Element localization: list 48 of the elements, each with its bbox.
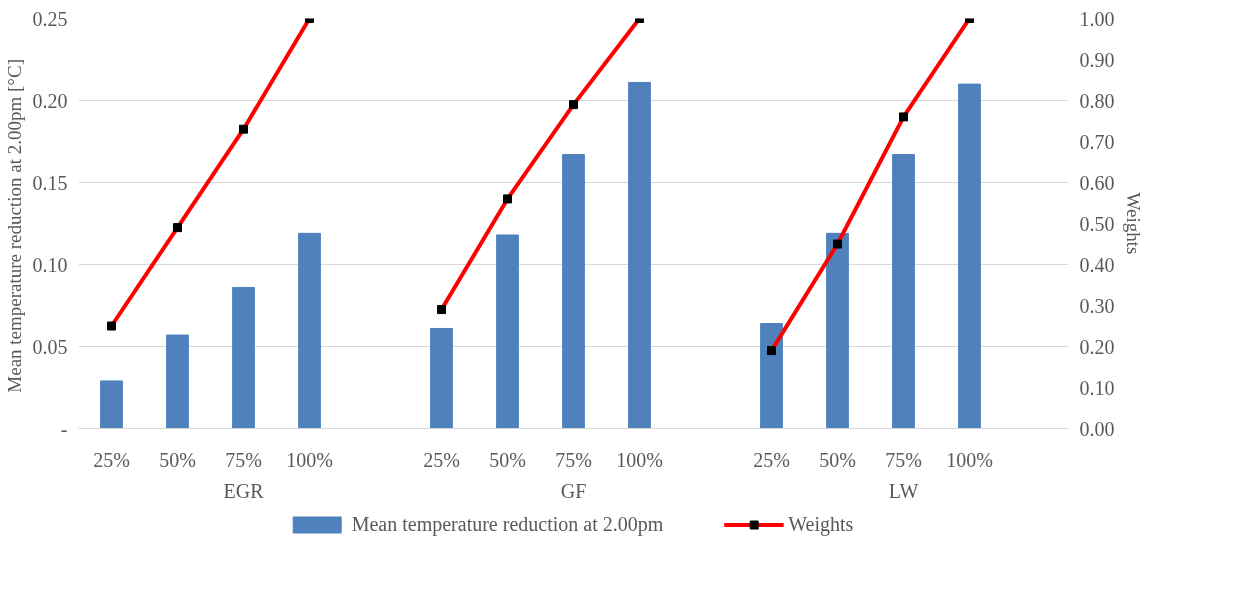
y-tick-label: - xyxy=(60,417,68,440)
y2-tick-label: 0.10 xyxy=(1079,376,1115,399)
bar xyxy=(892,154,915,429)
bar xyxy=(232,286,255,429)
y-tick-label: 0.10 xyxy=(32,253,68,276)
y2-axis-title: Weights xyxy=(1122,192,1144,255)
y-tick-label: 0.15 xyxy=(32,171,68,194)
x-tick-label: 50% xyxy=(819,448,856,471)
x-tick-label: 25% xyxy=(423,448,460,471)
y-axis-title: Mean temperature reduction at 2.00pm [°C] xyxy=(3,59,25,393)
y2-tick-label: 0.60 xyxy=(1079,171,1115,194)
bar xyxy=(430,327,453,429)
x-tick-label: 100% xyxy=(286,448,333,471)
legend-label: Mean temperature reduction at 2.00pm xyxy=(351,512,664,536)
bar xyxy=(562,154,585,429)
text: LW xyxy=(888,479,919,502)
bar xyxy=(496,234,519,429)
y2-tick-label: 0.30 xyxy=(1079,294,1115,317)
y-tick-label: 0.05 xyxy=(32,335,68,358)
x-tick-label: 100% xyxy=(616,448,663,471)
y2-tick-label: 0.50 xyxy=(1079,212,1115,235)
bar xyxy=(298,232,321,429)
y2-tick-label: 0.20 xyxy=(1079,335,1115,358)
text: GF xyxy=(560,479,587,502)
legend-label: Weights xyxy=(788,512,854,536)
bar xyxy=(826,232,849,429)
text: EGR xyxy=(223,479,265,502)
x-tick-label: 100% xyxy=(946,448,993,471)
x-tick-label: 75% xyxy=(555,448,592,471)
x-tick-label: 25% xyxy=(93,448,130,471)
bar xyxy=(760,323,783,429)
y2-tick-label: 0.80 xyxy=(1079,89,1115,112)
bar xyxy=(958,83,981,429)
x-tick-label: 50% xyxy=(159,448,196,471)
x-tick-label: 75% xyxy=(885,448,922,471)
bar xyxy=(628,81,651,429)
x-tick-label: 75% xyxy=(225,448,262,471)
x-tick-label: 25% xyxy=(753,448,790,471)
y2-tick-label: 0.00 xyxy=(1079,417,1115,440)
y2-tick-label: 0.40 xyxy=(1079,253,1115,276)
bar xyxy=(100,380,123,429)
y2-tick-label: 0.70 xyxy=(1079,130,1115,153)
y2-tick-label: 1.00 xyxy=(1079,7,1115,30)
y-tick-label: 0.25 xyxy=(32,7,68,30)
bar xyxy=(166,334,189,429)
y2-tick-label: 0.90 xyxy=(1079,48,1115,71)
y-tick-label: 0.20 xyxy=(32,89,68,112)
x-tick-label: 50% xyxy=(489,448,526,471)
